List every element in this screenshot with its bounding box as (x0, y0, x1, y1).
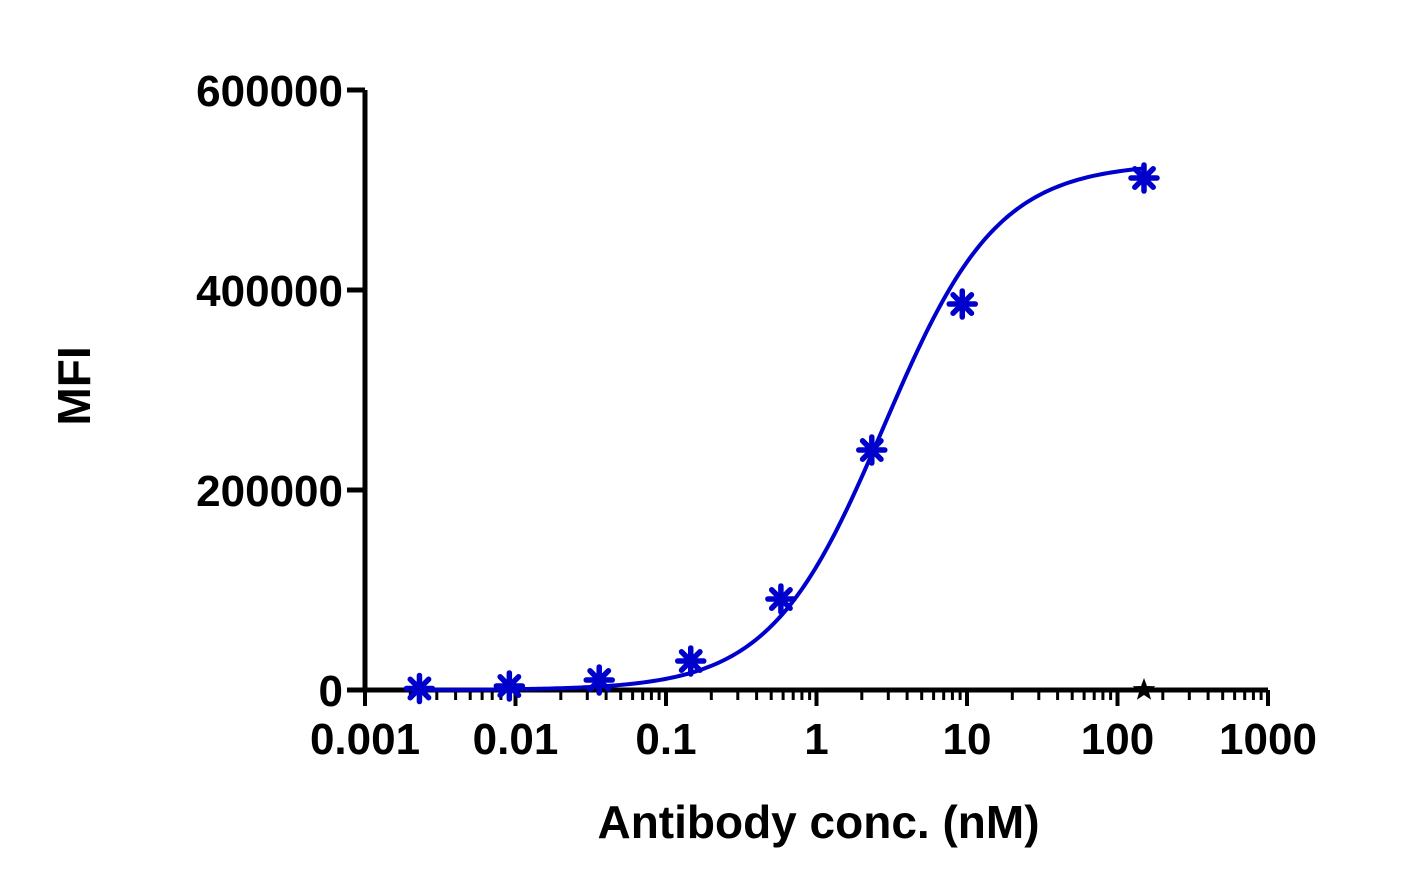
x-tick-label: 0.001 (310, 715, 420, 764)
y-axis-title: MFI (48, 346, 100, 425)
y-tick-label: 400000 (196, 267, 343, 316)
x-tick-label: 1 (804, 715, 828, 764)
data-point-star (1132, 678, 1156, 700)
x-tick-label: 10 (943, 715, 992, 764)
data-points-layer (403, 162, 1160, 705)
y-tick-label: 200000 (196, 467, 343, 516)
x-tick-label: 0.1 (635, 715, 696, 764)
data-point (583, 664, 615, 696)
fit-curve-layer (419, 166, 1145, 692)
data-point-stroke (1132, 166, 1156, 190)
data-point (1128, 162, 1160, 194)
x-tick-label: 0.01 (473, 715, 559, 764)
y-tick-label: 600000 (196, 67, 343, 116)
data-point-stroke (859, 438, 884, 462)
data-point-stroke (407, 676, 432, 701)
x-tick-label: 1000 (1219, 715, 1317, 764)
data-point (946, 288, 979, 320)
data-point-stroke (678, 649, 703, 673)
data-point (403, 672, 436, 705)
data-point (856, 434, 888, 466)
data-point (674, 645, 707, 677)
x-axis-title: Antibody conc. (nM) (597, 796, 1039, 848)
x-tick-label: 100 (1081, 715, 1154, 764)
data-point-stroke (950, 292, 975, 316)
fit-curve (419, 166, 1145, 692)
axes: 0 200000 400000 600000 0.001 0.01 0.1 1 10 100 100… (196, 67, 1317, 764)
y-tick-label: 0 (319, 667, 343, 716)
data-point (493, 670, 526, 702)
data-point-stroke (587, 668, 612, 692)
data-point-stroke (768, 587, 793, 611)
data-point (765, 583, 797, 615)
data-point-stroke (497, 674, 522, 698)
